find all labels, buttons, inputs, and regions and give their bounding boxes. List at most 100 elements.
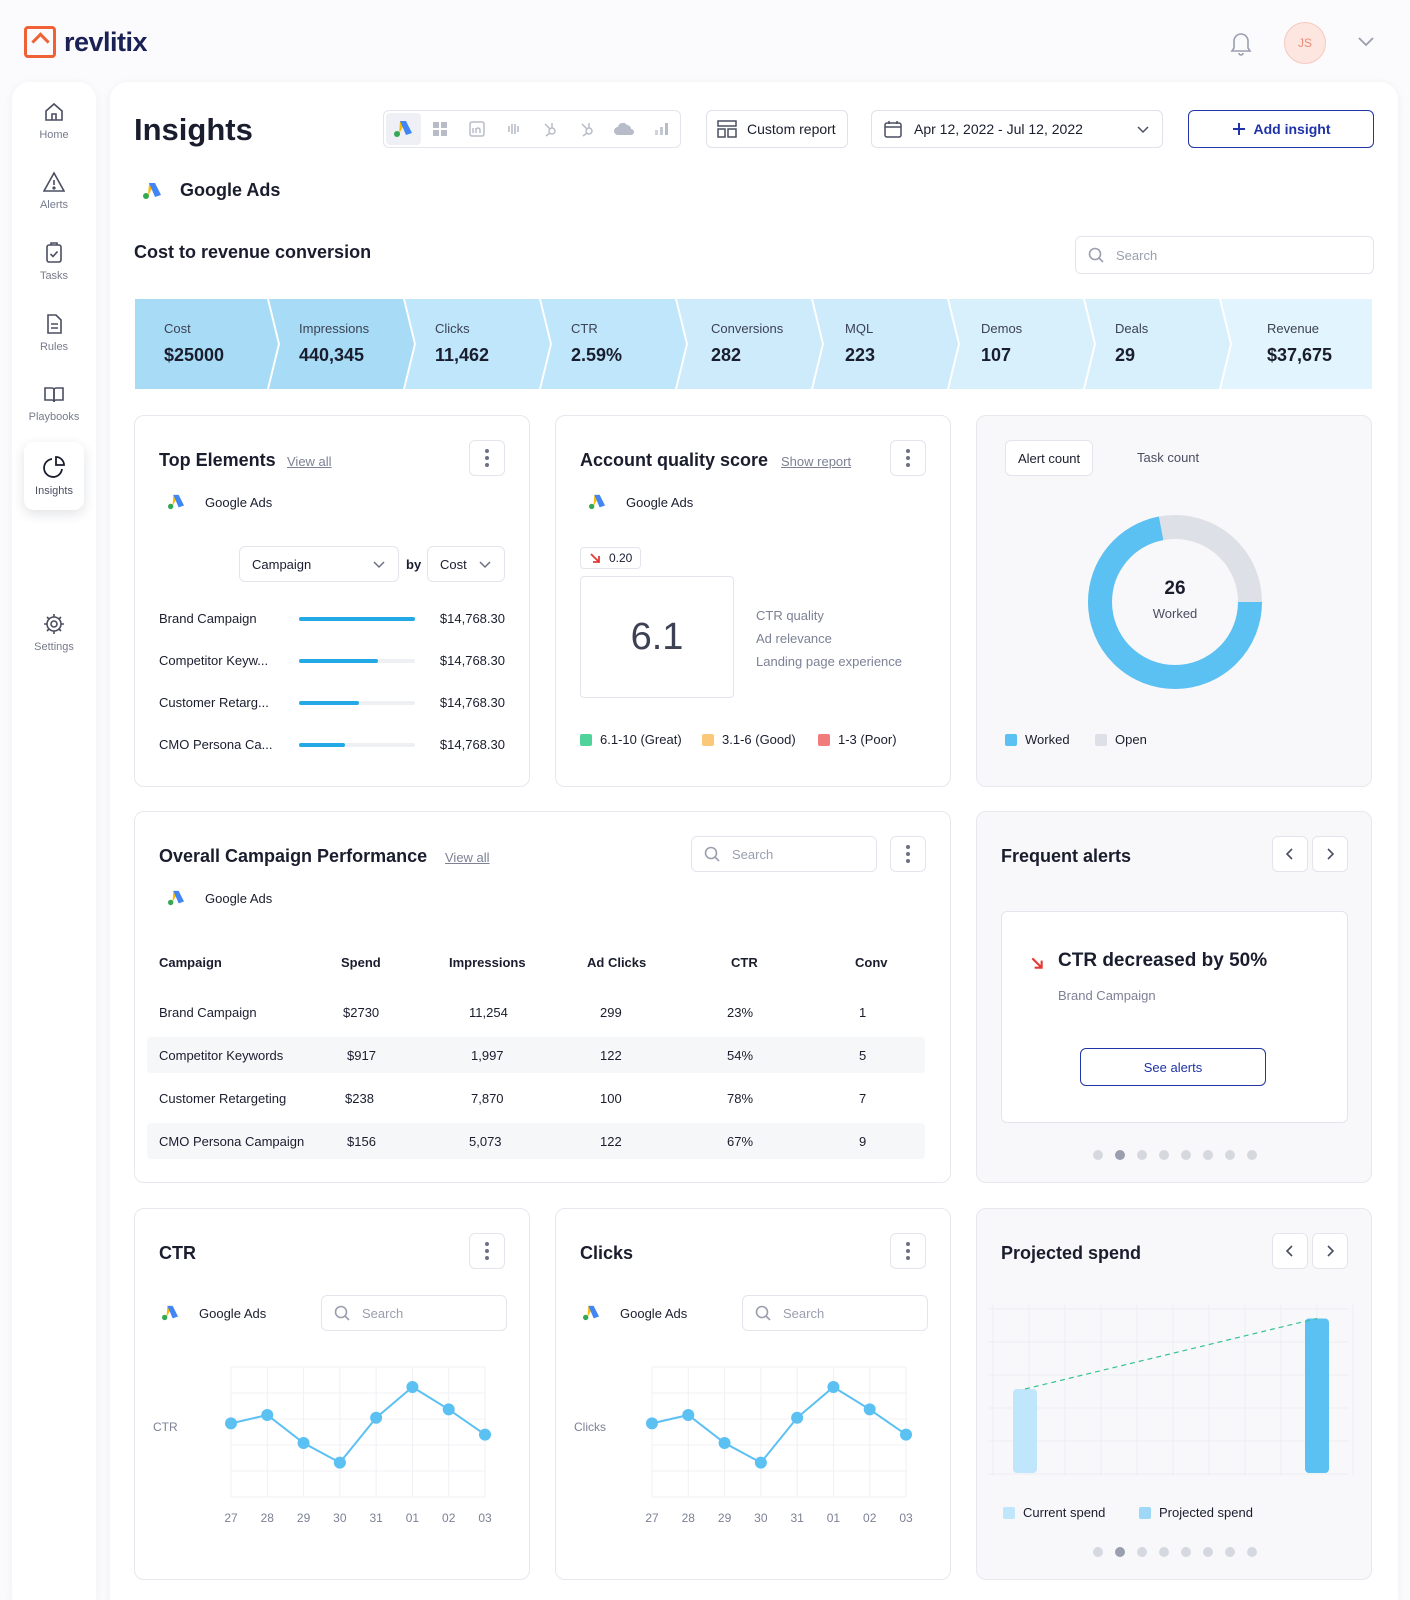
tab-task-count[interactable]: Task count xyxy=(1137,450,1200,465)
sidebar-item-tasks[interactable]: Tasks xyxy=(24,231,84,293)
pager-dot[interactable] xyxy=(1137,1150,1147,1160)
data-point[interactable] xyxy=(370,1411,383,1424)
metric-select[interactable]: Cost xyxy=(427,546,505,582)
data-point[interactable] xyxy=(442,1403,455,1416)
tab-alert-count[interactable]: Alert count xyxy=(1005,440,1094,476)
chart-search-input[interactable]: Search xyxy=(742,1295,928,1331)
funnel-revenue[interactable]: Revenue $37,675 xyxy=(1221,299,1372,389)
view-all-link[interactable]: View all xyxy=(287,454,332,469)
source-analytics[interactable] xyxy=(643,113,678,145)
element-row[interactable]: Customer Retarg... $14,768.30 xyxy=(159,693,505,713)
element-row[interactable]: Brand Campaign $14,768.30 xyxy=(159,609,505,629)
pager-dot[interactable] xyxy=(1115,1547,1125,1557)
source-hubspot-email[interactable] xyxy=(533,113,568,145)
user-avatar[interactable]: JS xyxy=(1284,22,1326,64)
table-row[interactable]: CMO Persona Campaign $156 5,073 122 67% … xyxy=(147,1123,925,1159)
bar-projected-spend[interactable] xyxy=(1305,1318,1329,1473)
prev-button[interactable] xyxy=(1272,836,1308,872)
data-point[interactable] xyxy=(827,1381,840,1393)
funnel-impressions[interactable]: Impressions 440,345 xyxy=(269,299,403,389)
custom-report-button[interactable]: Custom report xyxy=(706,110,848,148)
campaign-search-input[interactable]: Search xyxy=(691,836,877,872)
sidebar-item-settings[interactable]: Settings xyxy=(24,602,84,664)
notification-bell-icon[interactable] xyxy=(1230,30,1252,56)
more-options-button[interactable] xyxy=(890,440,926,476)
pager-dot[interactable] xyxy=(1137,1547,1147,1557)
brand-logo[interactable]: revlitix xyxy=(24,26,148,58)
more-options-button[interactable] xyxy=(890,1233,926,1269)
source-linkedin[interactable] xyxy=(460,113,495,145)
data-point[interactable] xyxy=(297,1437,310,1449)
pager-dot[interactable] xyxy=(1225,1150,1235,1160)
data-point[interactable] xyxy=(863,1403,876,1416)
more-options-button[interactable] xyxy=(890,836,926,872)
pager-dot[interactable] xyxy=(1225,1547,1235,1557)
show-report-link[interactable]: Show report xyxy=(781,454,852,469)
next-button[interactable] xyxy=(1312,836,1348,872)
table-row[interactable]: Brand Campaign $2730 11,254 299 23% 1 xyxy=(147,994,925,1030)
pager-dot[interactable] xyxy=(1159,1150,1169,1160)
group-select[interactable]: Campaign xyxy=(239,546,399,582)
sidebar-item-rules[interactable]: Rules xyxy=(24,302,84,364)
pager-dot[interactable] xyxy=(1203,1547,1213,1557)
data-point[interactable] xyxy=(333,1456,346,1469)
table-row[interactable]: Customer Retargeting $238 7,870 100 78% … xyxy=(147,1080,925,1116)
next-button[interactable] xyxy=(1312,1233,1348,1269)
pager-dot[interactable] xyxy=(1093,1547,1103,1557)
funnel-mql[interactable]: MQL 223 xyxy=(813,299,947,389)
add-insight-button[interactable]: Add insight xyxy=(1188,110,1374,148)
bar-current-spend[interactable] xyxy=(1013,1389,1037,1473)
sidebar-item-alerts[interactable]: Alerts xyxy=(24,160,84,222)
pager-dot[interactable] xyxy=(1115,1150,1125,1160)
pager-dot[interactable] xyxy=(1203,1150,1213,1160)
data-point[interactable] xyxy=(718,1437,731,1449)
data-point[interactable] xyxy=(682,1409,695,1421)
data-point[interactable] xyxy=(225,1417,237,1430)
col-ad-clicks[interactable]: Ad Clicks xyxy=(587,955,647,970)
more-options-button[interactable] xyxy=(469,440,505,476)
see-alerts-button[interactable]: See alerts xyxy=(1080,1048,1266,1086)
data-point[interactable] xyxy=(406,1381,419,1393)
search-input[interactable]: Search xyxy=(1075,236,1374,274)
sidebar-item-insights[interactable]: Insights xyxy=(24,442,84,510)
element-row[interactable]: CMO Persona Ca... $14,768.30 xyxy=(159,735,505,755)
element-row[interactable]: Competitor Keyw... $14,768.30 xyxy=(159,651,505,671)
pager-dot[interactable] xyxy=(1181,1150,1191,1160)
view-all-link[interactable]: View all xyxy=(445,850,490,865)
chevron-down-icon[interactable] xyxy=(1356,34,1376,48)
funnel-deals[interactable]: Deals 29 xyxy=(1085,299,1219,389)
date-range-picker[interactable]: Apr 12, 2022 - Jul 12, 2022 xyxy=(871,110,1163,148)
data-point[interactable] xyxy=(900,1428,912,1441)
funnel-ctr[interactable]: CTR 2.59% xyxy=(541,299,675,389)
col-conv[interactable]: Conv xyxy=(855,955,888,970)
source-salesforce[interactable] xyxy=(607,113,642,145)
funnel-conversions[interactable]: Conversions 282 xyxy=(677,299,811,389)
more-options-button[interactable] xyxy=(469,1233,505,1269)
sidebar-item-playbooks[interactable]: Playbooks xyxy=(24,372,84,434)
prev-button[interactable] xyxy=(1272,1233,1308,1269)
col-spend[interactable]: Spend xyxy=(341,955,381,970)
data-point[interactable] xyxy=(646,1417,658,1430)
pager-dot[interactable] xyxy=(1181,1547,1191,1557)
sidebar-item-home[interactable]: Home xyxy=(24,90,84,152)
pager-dot[interactable] xyxy=(1247,1150,1257,1160)
pager-dot[interactable] xyxy=(1159,1547,1169,1557)
col-campaign[interactable]: Campaign xyxy=(159,955,222,970)
col-impressions[interactable]: Impressions xyxy=(449,955,526,970)
funnel-demos[interactable]: Demos 107 xyxy=(949,299,1083,389)
pager-dot[interactable] xyxy=(1093,1150,1103,1160)
data-point[interactable] xyxy=(261,1409,274,1421)
data-point[interactable] xyxy=(754,1456,767,1469)
chart-search-input[interactable]: Search xyxy=(321,1295,507,1331)
source-hubspot-crm[interactable] xyxy=(570,113,605,145)
table-row[interactable]: Competitor Keywords $917 1,997 122 54% 5 xyxy=(147,1037,925,1073)
source-intercom[interactable] xyxy=(496,113,531,145)
pager-dot[interactable] xyxy=(1247,1547,1257,1557)
data-point[interactable] xyxy=(479,1428,491,1441)
funnel-clicks[interactable]: Clicks 11,462 xyxy=(405,299,539,389)
source-google-ads[interactable] xyxy=(386,113,421,145)
funnel-cost[interactable]: Cost $25000 xyxy=(135,299,267,389)
source-microsoft[interactable] xyxy=(423,113,458,145)
col-ctr[interactable]: CTR xyxy=(731,955,758,970)
data-point[interactable] xyxy=(791,1411,804,1424)
